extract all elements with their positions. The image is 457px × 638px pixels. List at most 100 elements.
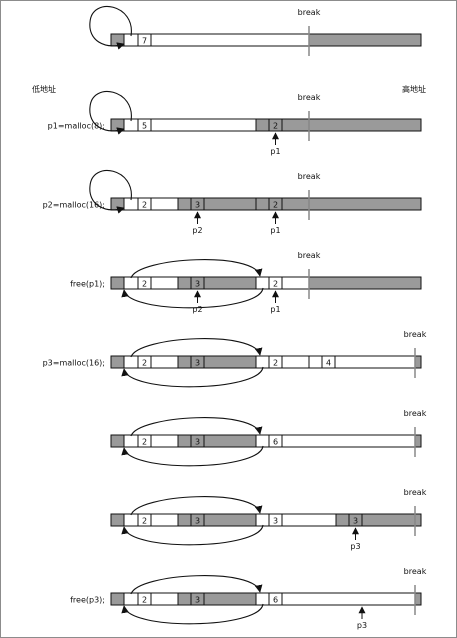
pointer-label: p1 (270, 305, 280, 314)
pointer-label: p2 (192, 226, 202, 235)
block-size-label: 3 (195, 517, 200, 526)
call-label: p2=malloc(16); (43, 201, 105, 210)
block-size-label: 3 (273, 517, 278, 526)
used-block (281, 197, 310, 211)
call-label: p3=malloc(16); (43, 359, 105, 368)
free-block (123, 513, 139, 527)
used-block (177, 434, 192, 448)
pointer-label: p2 (192, 305, 202, 314)
free-list-back-link (121, 287, 264, 309)
break-label: break (298, 8, 321, 17)
free-block (281, 434, 416, 448)
block-size-label: 2 (142, 517, 147, 526)
used-block (177, 355, 192, 369)
block-size-label: 2 (273, 280, 278, 289)
break-label: break (298, 251, 321, 260)
used-block (110, 355, 125, 369)
used-block (203, 355, 257, 369)
block-size-label: 3 (195, 438, 200, 447)
used-block (110, 434, 125, 448)
call-label: free(p3); (70, 596, 105, 605)
block-size-label: 6 (273, 438, 278, 447)
block-size-label: 3 (353, 517, 358, 526)
pointer-label: p3 (357, 621, 367, 630)
used-block (281, 118, 310, 132)
block-size-label: 7 (142, 37, 147, 46)
free-block (150, 118, 257, 132)
block-size-label: 3 (195, 201, 200, 210)
used-block (361, 513, 416, 527)
block-size-label: 5 (142, 122, 147, 131)
pointer-label: p1 (270, 226, 280, 235)
free-block (255, 434, 270, 448)
block-size-label: 2 (273, 359, 278, 368)
free-block (150, 355, 179, 369)
used-block (414, 434, 422, 448)
high-address-label: 高地址 (402, 84, 426, 94)
free-list-back-link (121, 445, 264, 467)
call-label: free(p1); (70, 280, 105, 289)
free-block (150, 33, 310, 47)
free-list-back-link (121, 603, 264, 625)
heap-state-rows: 7 break 5 2 break p1=malloc(8); p1 2 3 2 break p2=m… (43, 6, 427, 630)
block-size-label: 2 (142, 280, 147, 289)
low-address-label: 低地址 (32, 84, 56, 94)
used-block (203, 592, 257, 606)
used-block (414, 355, 422, 369)
used-block (203, 513, 257, 527)
heap-row-5: 2 3 2 4 break p3=malloc(16); (43, 330, 427, 388)
used-block (177, 276, 192, 290)
block-size-label: 3 (195, 359, 200, 368)
used-block (203, 434, 257, 448)
used-block (110, 513, 125, 527)
free-list-self-loop (89, 91, 132, 135)
block-size-label: 4 (326, 359, 331, 368)
used-block (203, 197, 257, 211)
call-label: p1=malloc(8); (48, 122, 105, 131)
used-block (308, 118, 422, 132)
break-label: break (404, 488, 427, 497)
free-block (150, 276, 179, 290)
used-block (110, 592, 125, 606)
free-block (255, 355, 270, 369)
block-size-label: 3 (195, 596, 200, 605)
heap-row-3: 2 3 2 break p2=malloc(16); p2 p1 (43, 170, 422, 235)
block-size-label: 2 (142, 596, 147, 605)
used-block (203, 276, 257, 290)
free-block (281, 355, 310, 369)
free-block (308, 355, 323, 369)
break-label: break (404, 567, 427, 576)
pointer-label: p1 (270, 147, 280, 156)
used-block (308, 276, 422, 290)
free-list-back-link (121, 524, 264, 546)
free-block (281, 592, 416, 606)
free-list-self-loop (89, 6, 132, 50)
break-label: break (404, 330, 427, 339)
used-block (308, 33, 422, 47)
block-size-label: 2 (273, 122, 278, 131)
free-list-forward-link (130, 338, 263, 358)
free-list-forward-link (130, 575, 263, 595)
free-block (255, 276, 270, 290)
free-block (123, 355, 139, 369)
block-size-label: 6 (273, 596, 278, 605)
free-list-self-loop (89, 170, 132, 214)
heap-row-8: 2 3 6 break free(p3); p3 (70, 567, 427, 630)
free-list-forward-link (130, 259, 263, 279)
block-size-label: 2 (142, 359, 147, 368)
used-block (177, 592, 192, 606)
heap-row-6: 2 3 6 break (110, 409, 427, 467)
free-block (150, 513, 179, 527)
free-list-forward-link (130, 496, 263, 516)
pointer-label: p3 (350, 542, 360, 551)
free-block (255, 592, 270, 606)
used-block (335, 513, 350, 527)
break-label: break (404, 409, 427, 418)
free-list-forward-link (130, 417, 263, 437)
free-list-back-link (121, 366, 264, 388)
free-block (255, 513, 270, 527)
break-label: break (298, 93, 321, 102)
block-size-label: 2 (142, 438, 147, 447)
heap-row-7: 2 3 3 3 break p3 (110, 488, 427, 551)
